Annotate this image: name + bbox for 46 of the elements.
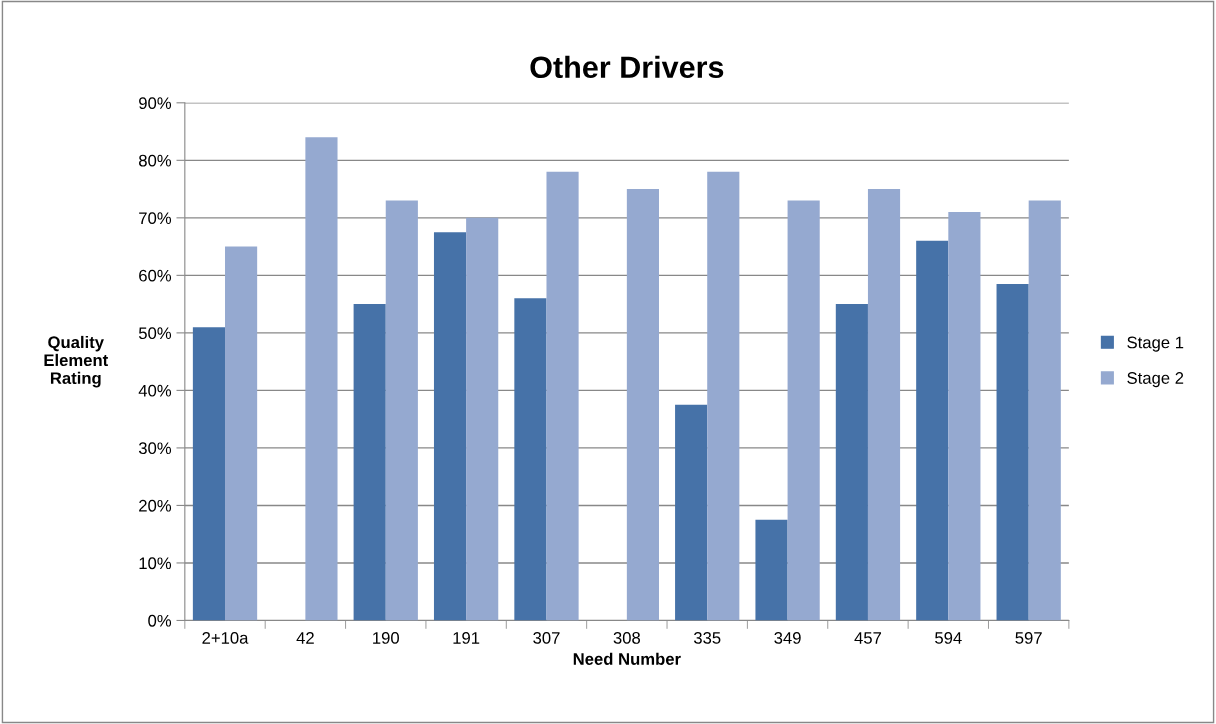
y-axis-title: Quality Element Rating xyxy=(44,335,108,388)
bar xyxy=(996,283,1029,621)
x-tick-label: 457 xyxy=(854,632,882,644)
chart-title: Other Drivers xyxy=(530,55,724,79)
x-tick-label: 594 xyxy=(935,632,962,644)
x-tick-label: 308 xyxy=(613,632,641,644)
x-tick-label: 2+10a xyxy=(202,632,249,644)
bar xyxy=(1028,200,1061,621)
bar xyxy=(835,304,868,621)
bar xyxy=(707,171,740,621)
x-tick-label: 42 xyxy=(296,632,314,644)
bar xyxy=(225,246,258,621)
y-tick-label: 30% xyxy=(138,442,172,455)
x-axis-title: Need Number xyxy=(573,652,681,665)
legend-label: Stage 2 xyxy=(1127,372,1184,388)
bar xyxy=(305,137,338,621)
bar xyxy=(546,171,579,621)
bar xyxy=(385,200,418,621)
bar xyxy=(867,189,901,621)
bar xyxy=(675,404,708,621)
bar xyxy=(433,232,467,621)
bar xyxy=(626,189,659,621)
bar xyxy=(514,298,547,621)
x-tick-label: 335 xyxy=(693,632,721,644)
x-tick-label: 307 xyxy=(533,632,560,644)
x-tick-label: 190 xyxy=(373,632,399,644)
bar xyxy=(353,304,386,621)
legend-label: Stage 1 xyxy=(1127,336,1184,352)
bar xyxy=(787,200,820,621)
x-tick-label: 597 xyxy=(1015,632,1042,644)
bar xyxy=(948,212,981,621)
x-tick-label: 349 xyxy=(774,632,801,644)
y-tick-label: 40% xyxy=(138,384,172,397)
y-tick-label: 60% xyxy=(139,269,172,282)
y-tick-label: 10% xyxy=(139,557,172,570)
y-tick-label: 80% xyxy=(139,154,172,167)
x-tick-label: 191 xyxy=(453,632,480,644)
bar xyxy=(466,217,499,621)
y-tick-label: 0% xyxy=(148,614,172,627)
bar xyxy=(755,519,788,621)
y-tick-label: 70% xyxy=(139,212,172,225)
bar xyxy=(192,327,226,621)
y-tick-label: 90% xyxy=(139,97,172,110)
y-tick-label: 50% xyxy=(138,327,172,340)
bar xyxy=(916,240,949,621)
y-tick-label: 20% xyxy=(139,499,172,512)
